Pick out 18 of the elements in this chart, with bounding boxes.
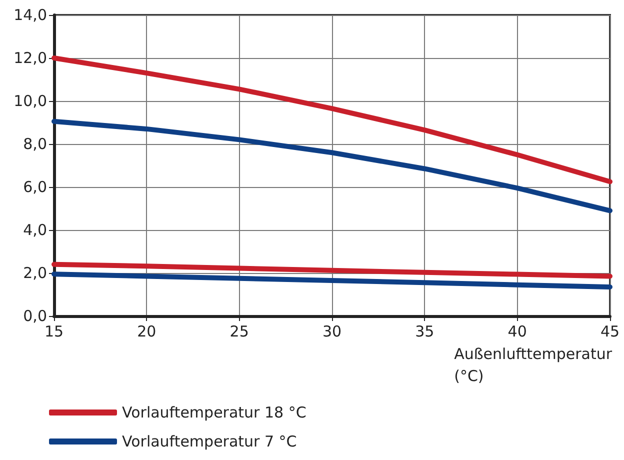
y-tick-label: 2,0 — [23, 264, 47, 282]
x-tick-label: 30 — [322, 322, 342, 340]
legend-label: Vorlauftemperatur 18 °C — [122, 404, 306, 422]
y-tick-label: 6,0 — [23, 178, 47, 196]
y-tick-label: 4,0 — [23, 221, 47, 239]
legend-label: Vorlauftemperatur 7 °C — [122, 432, 297, 450]
y-tick-label: 0,0 — [23, 307, 47, 325]
x-tick-label: 45 — [600, 322, 620, 340]
x-tick-label: 35 — [415, 322, 434, 340]
x-axis-title: Außenlufttemperatur (°C) — [454, 345, 613, 385]
y-tick-label: 8,0 — [23, 135, 47, 153]
x-tick-label: 25 — [230, 322, 249, 340]
y-tick-label: 12,0 — [14, 49, 47, 67]
x-tick-label: 20 — [137, 322, 156, 340]
y-tick-label: 10,0 — [14, 92, 47, 110]
y-tick-label: 14,0 — [14, 6, 47, 24]
x-tick-label: 40 — [508, 322, 527, 340]
x-tick-label: 15 — [44, 322, 64, 340]
